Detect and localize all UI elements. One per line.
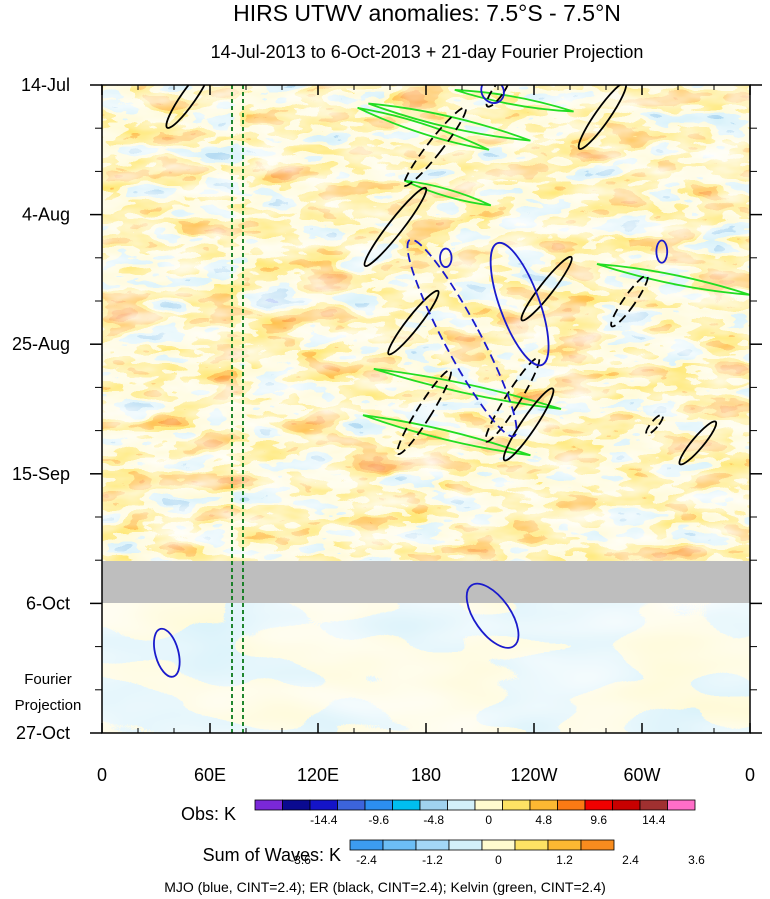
colorbar-swatch — [447, 799, 476, 811]
projection-label-line1: Fourier — [24, 671, 72, 688]
waves-colorbar-label: Sum of Waves: K — [203, 845, 341, 865]
footer-legend: MJO (blue, CINT=2.4); ER (black, CINT=2.… — [164, 879, 606, 895]
er-contour — [678, 420, 718, 466]
colorbar-tick-label: 3.6 — [688, 853, 705, 867]
colorbar-swatch — [364, 799, 393, 811]
colorbar-swatch — [547, 839, 582, 851]
obs-colorbar: -14.4 -9.6 -4.8 0 4.8 9.6 14.4 — [254, 799, 696, 827]
x-tick-label: 0 — [745, 765, 755, 785]
er-contour — [502, 387, 555, 462]
plot-area — [102, 85, 750, 733]
kelvin-contour — [368, 102, 531, 142]
mjo-contour — [655, 239, 669, 264]
colorbar-swatch — [557, 799, 586, 811]
colorbar-swatch — [514, 839, 549, 851]
kelvin-contour — [404, 179, 492, 207]
colorbar-swatch — [612, 799, 641, 811]
colorbar-tick-label: -9.6 — [368, 813, 389, 827]
colorbar-swatch — [309, 799, 338, 811]
er-contour — [387, 289, 440, 356]
y-tick-label: 4-Aug — [22, 205, 70, 225]
colorbar-tick-label: 0 — [485, 813, 492, 827]
obs-colorbar-label: Obs: K — [181, 804, 236, 824]
chart-subtitle: 14-Jul-2013 to 6-Oct-2013 + 21-day Fouri… — [211, 42, 644, 62]
x-tick-label: 180 — [411, 765, 441, 785]
colorbar-tick-label: 2.4 — [622, 853, 639, 867]
wave-contours — [153, 85, 750, 678]
chart-title: HIRS UTWV anomalies: 7.5°S - 7.5°N — [233, 0, 621, 26]
x-tick-label: 60W — [623, 765, 660, 785]
colorbar-swatch — [580, 839, 615, 851]
mjo-contour — [406, 238, 518, 438]
er-contour — [484, 356, 541, 443]
colorbar-swatch — [448, 839, 483, 851]
colorbar-swatch — [392, 799, 421, 811]
mjo-contour — [465, 582, 520, 649]
colorbar-tick-label: -3.6 — [290, 853, 311, 867]
kelvin-contour — [357, 106, 490, 151]
er-contour — [577, 85, 628, 150]
er-contour — [403, 106, 467, 187]
x-tick-label: 120W — [510, 765, 557, 785]
er-contour — [485, 85, 511, 108]
colorbar-swatch — [349, 839, 384, 851]
er-contour — [396, 369, 452, 456]
colorbar-swatch — [382, 839, 417, 851]
y-tick-label: 6-Oct — [26, 593, 70, 613]
kelvin-contour — [596, 263, 750, 296]
colorbar-tick-label: 14.4 — [642, 813, 666, 827]
mjo-contour — [153, 627, 181, 678]
y-tick-label: 15-Sep — [12, 464, 70, 484]
colorbar-swatch — [337, 799, 366, 811]
fourier-projection-field — [102, 603, 750, 733]
mjo-contour — [480, 85, 505, 104]
projection-label-line2: Projection — [15, 697, 82, 714]
colorbar-tick-label: 1.2 — [556, 853, 573, 867]
colorbar-swatch — [282, 799, 311, 811]
mjo-contour — [439, 247, 453, 268]
colorbar-tick-label: -2.4 — [356, 853, 377, 867]
er-contour — [165, 85, 212, 129]
x-tick-label: 60E — [194, 765, 226, 785]
waves-colorbar: -3.6 -2.4 -1.2 0 1.2 2.4 3.6 — [290, 839, 705, 867]
er-contour — [610, 274, 649, 328]
kelvin-contour — [373, 367, 562, 410]
x-tick-label: 120E — [297, 765, 339, 785]
colorbar-swatch — [419, 799, 448, 811]
y-tick-label: 14-Jul — [21, 75, 70, 95]
missing-data-band — [102, 561, 750, 603]
colorbar-swatch — [584, 799, 613, 811]
colorbar-tick-label: -14.4 — [310, 813, 338, 827]
colorbar-tick-label: 4.8 — [535, 813, 552, 827]
colorbar-tick-label: -1.2 — [422, 853, 443, 867]
x-tick-label: 0 — [97, 765, 107, 785]
colorbar-tick-label: 9.6 — [590, 813, 607, 827]
axes: 0 60E 120E 180 120W 60W 0 14-Jul 4-Aug 25-Aug 15-S… — [12, 75, 762, 785]
y-tick-label: 27-Oct — [16, 723, 70, 743]
colorbar-swatch — [254, 799, 283, 811]
colorbar-swatch — [415, 839, 450, 851]
y-tick-label: 25-Aug — [12, 334, 70, 354]
colorbar-tick-label: 0 — [495, 853, 502, 867]
er-contour — [520, 255, 573, 322]
colorbar-swatch — [639, 799, 668, 811]
colorbar-swatch — [529, 799, 558, 811]
observed-anomaly-field — [102, 85, 750, 561]
colorbar-swatch — [667, 799, 696, 811]
colorbar-swatch — [481, 839, 516, 851]
er-contour — [363, 186, 428, 267]
mjo-contour — [489, 241, 550, 367]
colorbar-swatch — [502, 799, 531, 811]
kelvin-contour — [362, 414, 531, 457]
colorbar-tick-label: -4.8 — [423, 813, 444, 827]
colorbar-swatch — [474, 799, 503, 811]
